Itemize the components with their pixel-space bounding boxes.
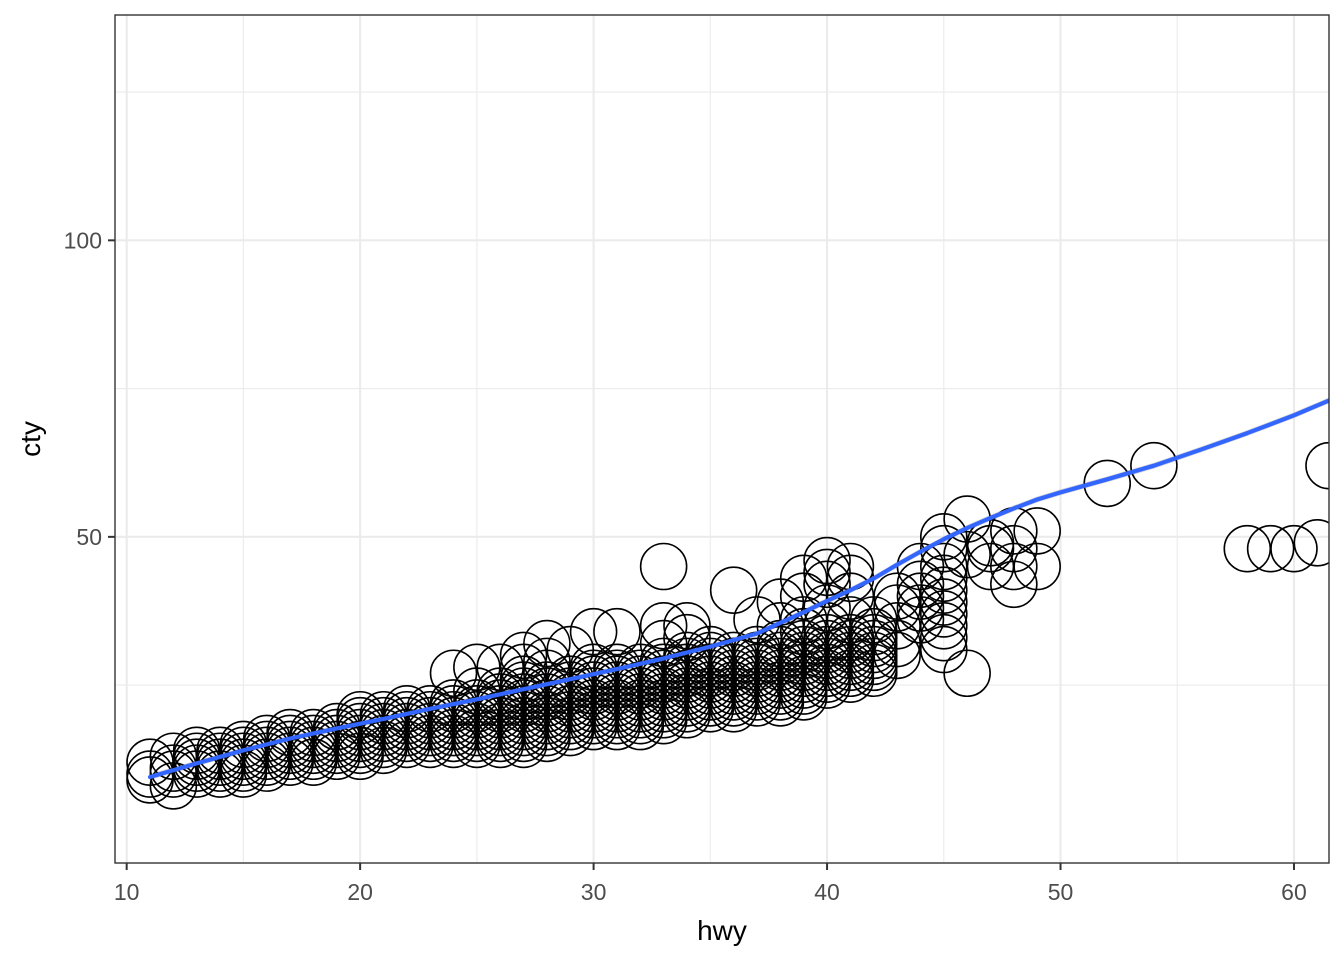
y-tick-label: 50 [76,524,102,550]
x-axis: 10 20 30 40 50 60 [114,863,1307,905]
data-point [569,607,618,656]
data-point [896,584,945,632]
data-point [639,542,688,591]
data-point [709,566,758,615]
data-point [1083,459,1132,508]
smooth-confidence-band [150,397,1329,780]
data-point [1013,507,1061,555]
data-point [896,560,945,609]
x-tick-label: 20 [347,879,373,905]
confidence-band [150,397,1329,780]
data-point [639,601,688,650]
data-point [919,513,968,561]
data-point [919,578,968,626]
data-point [593,607,641,656]
data-point [1246,524,1295,573]
data-point [499,631,548,680]
data-point [523,619,571,668]
data-point [919,590,968,638]
data-points [126,441,1329,810]
data-point [943,530,991,579]
data-point [990,542,1038,591]
data-point [896,596,945,644]
data-point [1013,542,1061,591]
data-point [896,572,945,620]
data-point [1270,524,1318,573]
data-point [919,613,968,662]
data-point [919,566,968,615]
smooth-curve [147,398,1329,780]
grid [115,15,1329,863]
y-tick-label: 100 [64,227,102,253]
y-axis-title: cty [15,421,46,457]
x-axis-title: hwy [697,915,747,946]
data-point [429,649,478,698]
data-point [803,536,851,585]
x-tick-label: 50 [1048,879,1074,905]
x-tick-label: 30 [581,879,607,905]
data-point [803,560,851,609]
y-axis: 50 100 [64,227,115,550]
data-point [1130,441,1178,490]
data-point [803,584,851,632]
data-point [990,560,1038,609]
x-tick-label: 40 [814,879,840,905]
data-point [943,649,991,698]
smooth-line [147,398,1329,780]
x-tick-label: 60 [1281,879,1307,905]
data-point [1293,518,1329,567]
data-point [919,601,968,650]
panel-border [114,14,1330,864]
data-point [990,524,1038,573]
data-point [1305,441,1329,490]
data-point [873,631,921,680]
x-tick-label: 10 [114,879,140,905]
